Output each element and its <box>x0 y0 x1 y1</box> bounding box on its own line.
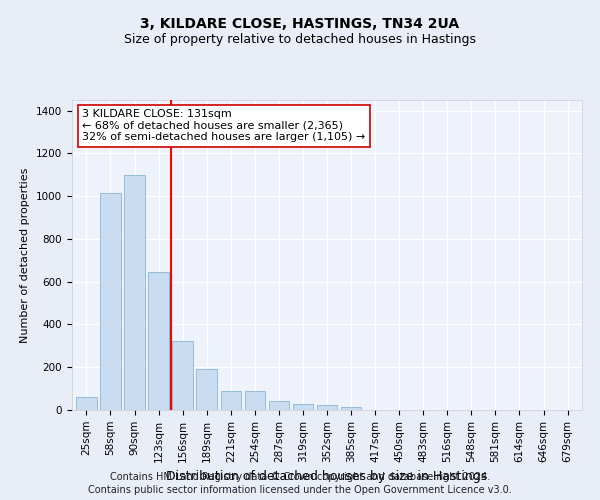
Bar <box>317 404 337 410</box>
Bar <box>172 340 193 410</box>
Text: Contains HM Land Registry data © Crown copyright and database right 2024.: Contains HM Land Registry data © Crown c… <box>110 472 490 482</box>
Bar <box>148 272 169 410</box>
Text: 3 KILDARE CLOSE: 131sqm
← 68% of detached houses are smaller (2,365)
32% of semi: 3 KILDARE CLOSE: 131sqm ← 68% of detache… <box>82 110 365 142</box>
Y-axis label: Number of detached properties: Number of detached properties <box>20 168 31 342</box>
Bar <box>269 402 289 410</box>
Bar <box>341 407 361 410</box>
Text: 3, KILDARE CLOSE, HASTINGS, TN34 2UA: 3, KILDARE CLOSE, HASTINGS, TN34 2UA <box>140 18 460 32</box>
Bar <box>124 175 145 410</box>
Bar <box>293 404 313 410</box>
Text: Size of property relative to detached houses in Hastings: Size of property relative to detached ho… <box>124 32 476 46</box>
X-axis label: Distribution of detached houses by size in Hastings: Distribution of detached houses by size … <box>166 470 488 483</box>
Bar <box>76 397 97 410</box>
Bar <box>245 391 265 410</box>
Text: Contains public sector information licensed under the Open Government Licence v3: Contains public sector information licen… <box>88 485 512 495</box>
Bar <box>196 370 217 410</box>
Bar <box>100 193 121 410</box>
Bar <box>221 391 241 410</box>
